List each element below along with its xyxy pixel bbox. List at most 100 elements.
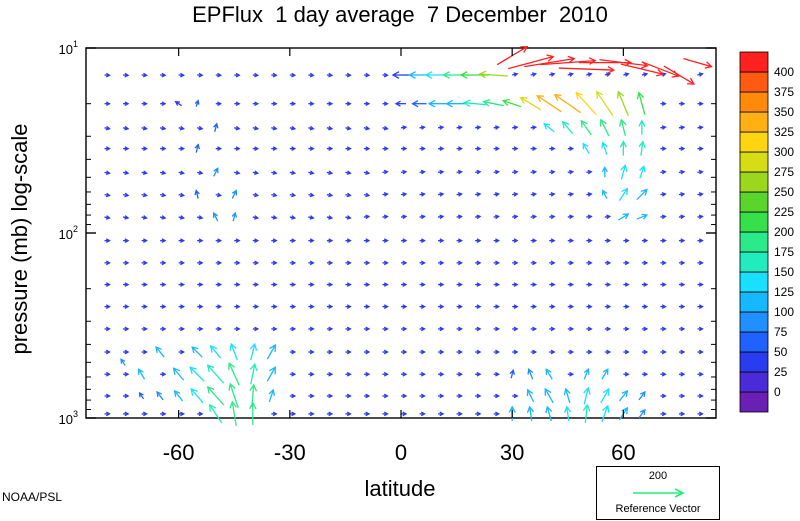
vector-arrow: [456, 238, 463, 244]
vector-arrow: [141, 72, 148, 78]
vector-arrow: [697, 393, 704, 399]
vector-arrow: [326, 411, 334, 417]
vector-arrow: [623, 304, 630, 309]
vector-arrow: [363, 72, 371, 78]
vector-arrow: [567, 282, 575, 287]
colorbar-label: 375: [774, 85, 794, 99]
colorbar-label: 250: [774, 185, 794, 199]
vector-arrow: [326, 215, 334, 220]
vector-arrow: [419, 326, 426, 332]
vector-arrow: [156, 390, 164, 401]
vector-arrow: [326, 125, 334, 131]
vector-arrow: [567, 238, 575, 244]
vector-arrow: [289, 260, 297, 266]
reference-vector-box: 200 Reference Vector: [596, 466, 720, 520]
x-tick-label: 60: [611, 440, 635, 465]
colorbar-label: 125: [774, 285, 794, 299]
vector-arrow: [215, 304, 223, 309]
colorbar-box: [739, 71, 769, 93]
colorbar-box: [739, 91, 769, 113]
vector-arrow: [419, 282, 426, 287]
vector-arrow: [401, 411, 408, 417]
vector-arrow: [660, 191, 667, 197]
vector-arrow: [586, 282, 593, 287]
vector-arrow: [583, 367, 590, 380]
vector-arrow: [641, 260, 649, 266]
vector-arrow: [326, 101, 334, 107]
vector-arrow: [308, 238, 315, 244]
vector-arrow: [104, 125, 111, 131]
vector-arrow: [456, 326, 463, 332]
vector-arrow: [601, 368, 609, 380]
vector-arrow: [234, 72, 241, 78]
vector-arrow: [459, 71, 490, 79]
vector-arrow: [289, 125, 297, 131]
vector-arrow: [549, 304, 556, 309]
vector-arrow: [191, 346, 203, 358]
vector-arrow: [678, 371, 686, 377]
vector-arrow: [382, 146, 389, 152]
vector-arrow: [266, 343, 276, 360]
vector-arrow: [123, 371, 130, 377]
vector-arrow: [345, 192, 352, 198]
vector-arrow: [623, 371, 630, 377]
vector-arrow: [575, 91, 597, 116]
vector-arrow: [363, 260, 371, 266]
vector-arrow: [289, 146, 297, 152]
vector-arrow: [382, 125, 389, 131]
vector-arrow: [252, 125, 260, 131]
vector-arrow: [141, 215, 148, 220]
y-tick-label: 102: [59, 224, 78, 242]
vector-arrow: [308, 192, 315, 198]
vector-arrow: [419, 349, 426, 355]
vector-arrow: [209, 345, 222, 359]
vector-arrow: [599, 59, 649, 69]
vector-arrow: [345, 101, 352, 107]
vector-arrow: [639, 165, 646, 179]
vector-arrow: [345, 260, 352, 266]
vector-arrow: [160, 326, 167, 332]
vector-arrow: [289, 282, 297, 287]
vector-arrow: [271, 282, 278, 287]
colorbar-box: [739, 231, 769, 253]
vector-arrow: [493, 282, 500, 287]
vector-arrow: [641, 72, 649, 77]
vector-arrow: [553, 93, 582, 114]
vector-arrow: [601, 404, 610, 423]
vector-arrow: [363, 238, 371, 244]
vector-arrow: [308, 101, 315, 107]
vector-arrow: [678, 191, 686, 197]
vector-arrow: [401, 349, 408, 355]
vector-arrow: [160, 72, 167, 78]
vector-arrow: [160, 101, 167, 107]
vector-arrow: [141, 411, 148, 417]
vector-arrow: [567, 72, 575, 77]
vector-arrow: [586, 260, 593, 266]
vector-arrow: [104, 349, 111, 355]
vector-arrow: [194, 143, 200, 153]
vector-arrow: [512, 146, 519, 152]
vector-arrow: [482, 99, 504, 107]
vector-arrow: [419, 411, 426, 417]
vector-arrow: [308, 304, 315, 309]
vector-arrow: [567, 169, 575, 175]
vector-arrow: [586, 191, 593, 197]
vector-arrow: [567, 304, 575, 309]
vector-arrow: [178, 215, 185, 220]
vector-arrow: [266, 366, 276, 382]
vector-arrow: [636, 91, 646, 115]
vector-arrow: [345, 72, 352, 78]
vector-arrow: [678, 125, 686, 130]
vector-arrow: [137, 368, 146, 380]
vector-arrow: [231, 189, 238, 199]
vector-arrow: [641, 282, 649, 287]
vector-arrow: [586, 349, 593, 355]
credit-label: NOAA/PSL: [2, 490, 63, 504]
vector-arrow: [363, 101, 371, 107]
vector-arrow: [122, 170, 130, 176]
vector-arrow: [197, 170, 204, 176]
vector-arrow: [160, 215, 167, 220]
vector-arrow: [382, 282, 389, 287]
vector-arrow: [567, 349, 575, 355]
vector-arrow: [123, 304, 130, 309]
